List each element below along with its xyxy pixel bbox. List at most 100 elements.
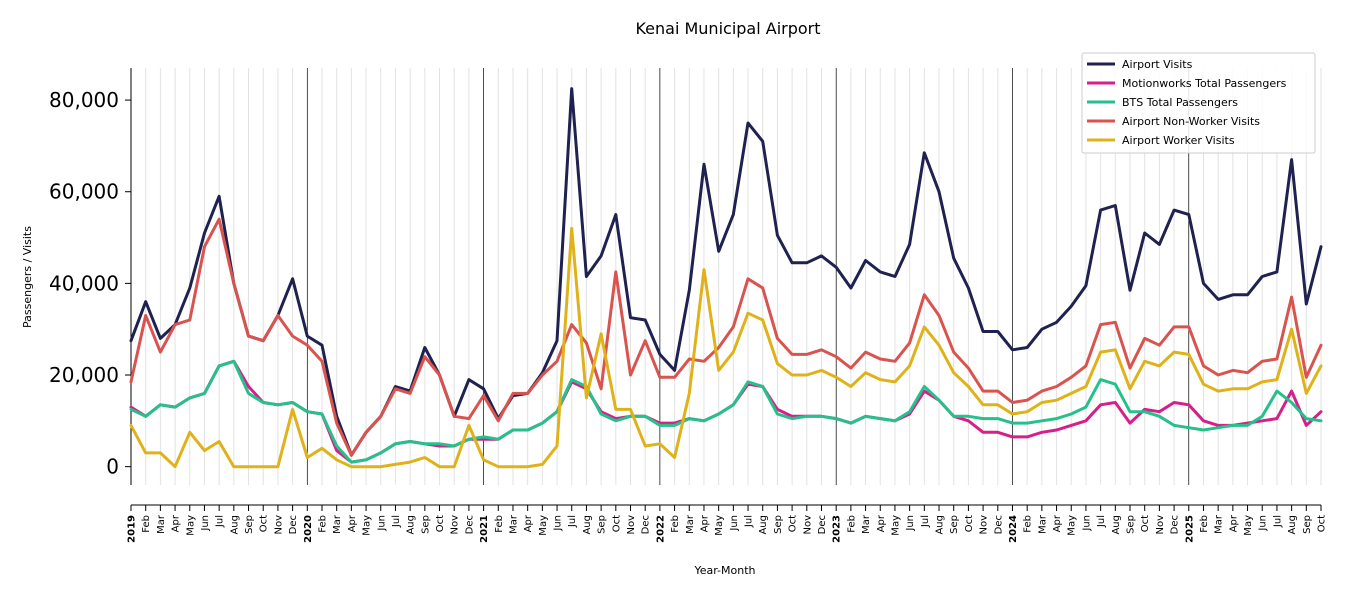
y-tick-label: 20,000 bbox=[49, 363, 119, 387]
x-tick-label-month: Feb bbox=[846, 515, 857, 533]
x-tick-label-month: Sep bbox=[773, 515, 784, 534]
x-tick-label-month: Jun bbox=[1258, 515, 1269, 532]
x-tick-label-month: Aug bbox=[935, 515, 946, 535]
x-tick-label-month: Sep bbox=[1302, 515, 1313, 534]
x-tick-label-month: Oct bbox=[964, 515, 975, 532]
chart-title: Kenai Municipal Airport bbox=[635, 19, 820, 38]
x-tick-label-month: Mar bbox=[1214, 514, 1225, 534]
x-tick-label-month: Mar bbox=[332, 514, 343, 534]
legend: Airport Visits Motionworks Total Passenge… bbox=[1081, 52, 1316, 154]
x-tick-label-month: Mar bbox=[508, 514, 519, 534]
x-tick-label-month: Oct bbox=[788, 515, 799, 532]
series-line-airport-non-worker-visits bbox=[129, 217, 1323, 457]
x-tick-label-month: Sep bbox=[949, 515, 960, 534]
x-tick-label-month: Jul bbox=[920, 515, 931, 528]
x-tick-label-month: Apr bbox=[347, 514, 358, 532]
x-tick-label-month: Nov bbox=[273, 515, 284, 535]
x-tick-label-month: Mar bbox=[156, 514, 167, 534]
y-tick-label: 40,000 bbox=[49, 271, 119, 295]
x-tick-label-month: Jun bbox=[729, 515, 740, 532]
x-tick-label-month: Jul bbox=[567, 515, 578, 528]
x-tick-label-month: Oct bbox=[259, 515, 270, 532]
legend-label: Airport Visits bbox=[1122, 58, 1193, 71]
x-tick-label-month: Nov bbox=[802, 515, 813, 535]
x-tick-label-month: Feb bbox=[141, 515, 152, 533]
x-tick-label-month: Dec bbox=[641, 515, 652, 534]
legend-label: Airport Non-Worker Visits bbox=[1122, 115, 1260, 128]
legend-label: Motionworks Total Passengers bbox=[1122, 77, 1287, 90]
y-tick-label: 0 bbox=[106, 455, 119, 479]
series-lines bbox=[129, 87, 1323, 469]
x-axis-label: Year-Month bbox=[693, 564, 755, 577]
x-tick-label-month: Jul bbox=[744, 515, 755, 528]
x-tick-label-month: Nov bbox=[1155, 515, 1166, 535]
x-tick-label-month: Aug bbox=[1287, 515, 1298, 535]
x-tick-label-month: Apr bbox=[1228, 514, 1239, 532]
x-tick-label-month: Feb bbox=[317, 515, 328, 533]
x-tick-label-month: Nov bbox=[626, 515, 637, 535]
x-tick-label-month: Oct bbox=[435, 515, 446, 532]
x-tick-label-month: Oct bbox=[611, 515, 622, 532]
x-tick-label-year: 2023 bbox=[832, 515, 843, 543]
x-tick-label-month: May bbox=[1243, 515, 1254, 536]
x-tick-label-month: May bbox=[890, 515, 901, 536]
x-tick-label-month: Sep bbox=[597, 515, 608, 534]
x-tick-label-month: Feb bbox=[494, 515, 505, 533]
x-tick-label-month: Apr bbox=[1052, 514, 1063, 532]
series-line-airport-worker-visits bbox=[129, 226, 1323, 469]
x-tick-label-month: Oct bbox=[1317, 515, 1328, 532]
x-tick-label-month: Feb bbox=[670, 515, 681, 533]
x-tick-label-month: Mar bbox=[861, 514, 872, 534]
y-tick-label: 80,000 bbox=[49, 88, 119, 112]
x-tick-label-month: Aug bbox=[1111, 515, 1122, 535]
x-tick-label-year: 2019 bbox=[127, 515, 138, 543]
x-tick-label-month: Dec bbox=[1170, 515, 1181, 534]
x-tick-label-month: Jul bbox=[391, 515, 402, 528]
x-tick-label-month: Nov bbox=[450, 515, 461, 535]
x-tick-label-month: Jun bbox=[1081, 515, 1092, 532]
x-tick-label-month: Apr bbox=[699, 514, 710, 532]
x-tick-label-month: Aug bbox=[582, 515, 593, 535]
x-tick-label-month: Sep bbox=[420, 515, 431, 534]
x-tick-label-year: 2021 bbox=[479, 515, 490, 543]
x-tick-label-month: Apr bbox=[876, 514, 887, 532]
x-tick-label-year: 2024 bbox=[1008, 515, 1019, 543]
x-tick-label-month: Jun bbox=[376, 515, 387, 532]
x-tick-label-month: Jun bbox=[200, 515, 211, 532]
x-tick-label-month: Dec bbox=[993, 515, 1004, 534]
x-tick-label-year: 2020 bbox=[303, 515, 314, 543]
legend-label: Airport Worker Visits bbox=[1122, 134, 1235, 147]
x-tick-label-month: May bbox=[185, 515, 196, 536]
x-tick-label-month: Sep bbox=[244, 515, 255, 534]
x-tick-label-month: Apr bbox=[171, 514, 182, 532]
x-tick-label-month: Dec bbox=[464, 515, 475, 534]
x-tick-label-month: Feb bbox=[1023, 515, 1034, 533]
y-axis-label: Passengers / Visits bbox=[21, 226, 34, 328]
x-tick-label-month: May bbox=[714, 515, 725, 536]
x-tick-label-month: Aug bbox=[406, 515, 417, 535]
x-tick-label-year: 2022 bbox=[655, 515, 666, 543]
x-tick-label-month: May bbox=[538, 515, 549, 536]
x-tick-label-month: Sep bbox=[1126, 515, 1137, 534]
legend-label: BTS Total Passengers bbox=[1122, 96, 1238, 109]
x-tick-label-month: Jun bbox=[905, 515, 916, 532]
x-tick-label-month: Jun bbox=[553, 515, 564, 532]
x-tick-label-month: Apr bbox=[523, 514, 534, 532]
x-tick-label-month: Jul bbox=[1272, 515, 1283, 528]
x-tick-label-month: Dec bbox=[288, 515, 299, 534]
x-tick-label-month: Nov bbox=[979, 515, 990, 535]
series-line-bts-total-passengers bbox=[129, 359, 1323, 464]
x-tick-label-month: May bbox=[1067, 515, 1078, 536]
x-tick-label-month: Jul bbox=[215, 515, 226, 528]
x-tick-label-year: 2025 bbox=[1184, 515, 1195, 543]
x-tick-label-month: Jul bbox=[1096, 515, 1107, 528]
x-tick-label-month: Mar bbox=[1037, 514, 1048, 534]
x-tick-label-month: Dec bbox=[817, 515, 828, 534]
x-tick-label-month: Oct bbox=[1140, 515, 1151, 532]
x-tick-label-month: Mar bbox=[685, 514, 696, 534]
series-line-airport-visits bbox=[129, 87, 1323, 457]
x-tick-label-month: Aug bbox=[229, 515, 240, 535]
x-tick-label-month: Aug bbox=[758, 515, 769, 535]
